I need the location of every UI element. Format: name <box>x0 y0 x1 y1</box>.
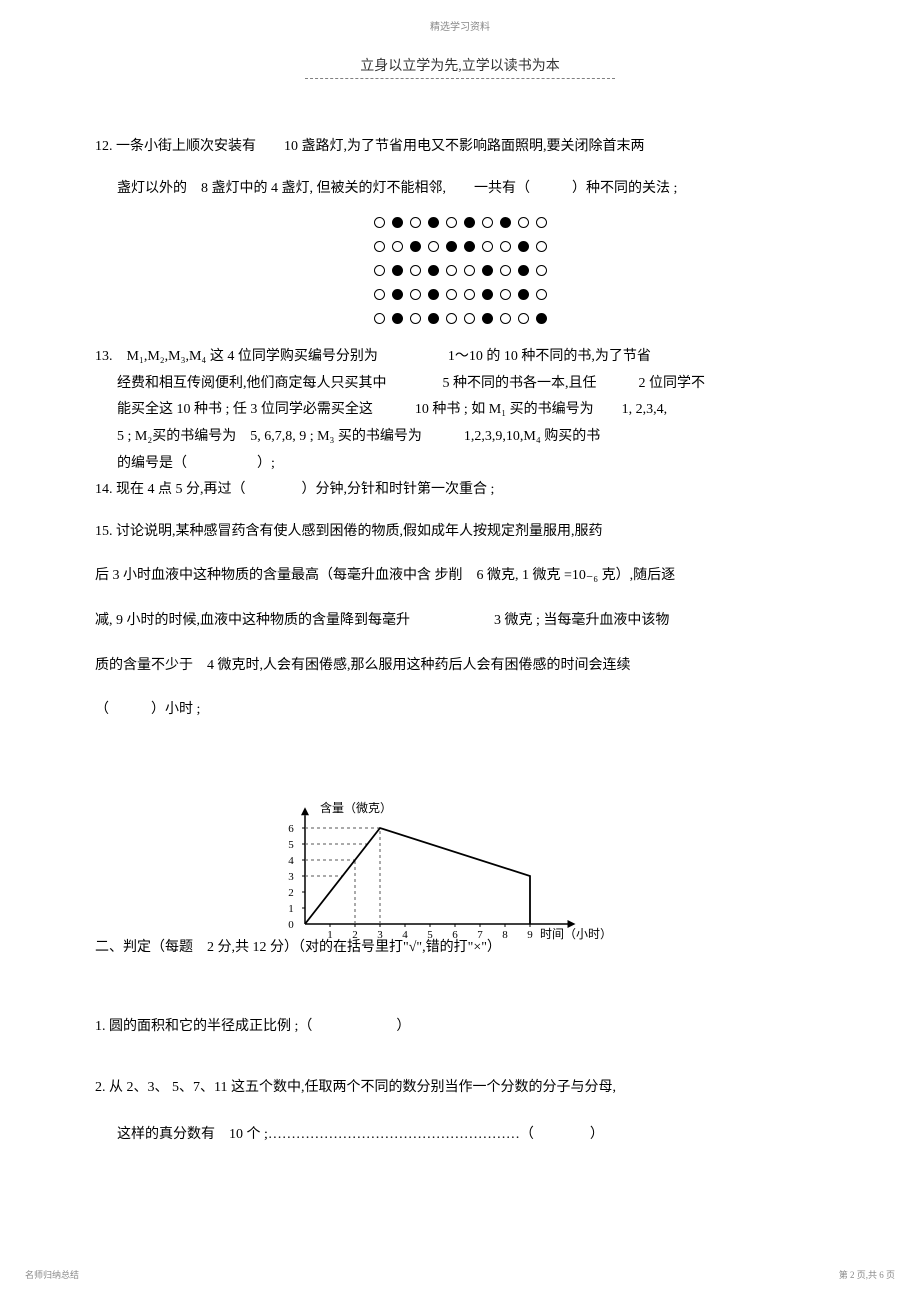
svg-text:1: 1 <box>288 903 294 915</box>
judge-q2-line1: 2. 从 2、3、 5、7、11 这五个数中,任取两个不同的数分别当作一个分数的… <box>95 1075 825 1102</box>
light-on-icon <box>482 289 493 300</box>
lights-row <box>374 313 547 324</box>
lights-row <box>374 217 547 228</box>
light-on-icon <box>500 217 511 228</box>
light-off-icon <box>392 241 403 252</box>
q15-line3: 减, 9 小时的时候,血液中这种物质的含量降到每毫升 3 微克 ; 当每毫升血液… <box>95 608 825 635</box>
light-off-icon <box>446 265 457 276</box>
light-off-icon <box>464 313 475 324</box>
light-off-icon <box>464 289 475 300</box>
header-main-text: 立身以立学为先,立学以读书为本 <box>0 55 920 78</box>
light-on-icon <box>428 289 439 300</box>
light-on-icon <box>536 313 547 324</box>
q13-line3: 能买全这 10 种书 ; 任 3 位同学必需买全这 10 种书 ; 如 M₁ 买… <box>95 397 825 424</box>
light-on-icon <box>392 289 403 300</box>
q13-line4: 5 ; M₂买的书编号为 5, 6,7,8, 9 ; M₃ 买的书编号为 1,2… <box>95 424 825 451</box>
light-off-icon <box>464 265 475 276</box>
lights-diagram <box>95 217 825 324</box>
footer-right-text: 第 2 页,共 6 页 <box>839 1268 895 1281</box>
svg-text:4: 4 <box>288 855 294 867</box>
light-on-icon <box>392 217 403 228</box>
light-on-icon <box>446 241 457 252</box>
q15-line5: （ ）小时 ; <box>95 697 825 724</box>
q13-line1: 13. M₁,M₂,M₃,M₄ 这 4 位同学购买编号分别为 1～10 的 10… <box>95 344 825 371</box>
svg-text:时间（小时）: 时间（小时） <box>540 927 605 941</box>
q13-line5: 的编号是（ ）; <box>95 451 825 478</box>
light-off-icon <box>500 289 511 300</box>
light-off-icon <box>410 217 421 228</box>
light-on-icon <box>392 265 403 276</box>
light-on-icon <box>518 265 529 276</box>
light-on-icon <box>428 265 439 276</box>
light-off-icon <box>446 217 457 228</box>
light-off-icon <box>482 217 493 228</box>
light-off-icon <box>410 313 421 324</box>
header-small-text: 精选学习资料 <box>0 0 920 33</box>
light-on-icon <box>518 241 529 252</box>
q15-block: 15. 讨论说明,某种感冒药含有使人感到困倦的物质,假如成年人按规定剂量服用,服… <box>95 519 825 724</box>
light-off-icon <box>536 241 547 252</box>
q15-line1: 15. 讨论说明,某种感冒药含有使人感到困倦的物质,假如成年人按规定剂量服用,服… <box>95 519 825 546</box>
q15-line2: 后 3 小时血液中这种物质的含量最高（每毫升血液中含 步削 6 微克, 1 微克… <box>95 563 825 590</box>
light-on-icon <box>482 265 493 276</box>
light-off-icon <box>500 241 511 252</box>
light-on-icon <box>410 241 421 252</box>
svg-text:8: 8 <box>502 929 508 941</box>
light-off-icon <box>518 217 529 228</box>
light-off-icon <box>428 241 439 252</box>
light-off-icon <box>410 289 421 300</box>
light-off-icon <box>500 313 511 324</box>
light-off-icon <box>518 313 529 324</box>
judge-q2-line2: 这样的真分数有 10 个 ;………………………………………………（ ） <box>95 1122 825 1149</box>
light-on-icon <box>428 313 439 324</box>
document-content: 12. 一条小街上顺次安装有 10 盏路灯,为了节省用电又不影响路面照明,要关闭… <box>0 79 920 1149</box>
svg-text:3: 3 <box>288 871 294 883</box>
lights-row <box>374 265 547 276</box>
judge-section-header: 二、判定（每题 2 分,共 12 分）（对的在括号里打"√",错的打"×"） <box>95 935 501 962</box>
svg-text:5: 5 <box>288 839 294 851</box>
light-off-icon <box>374 313 385 324</box>
light-on-icon <box>518 289 529 300</box>
light-on-icon <box>392 313 403 324</box>
judge-q1: 1. 圆的面积和它的半径成正比例 ;（ ） <box>95 1014 825 1041</box>
light-off-icon <box>500 265 511 276</box>
light-off-icon <box>446 289 457 300</box>
q15-line4: 质的含量不少于 4 微克时,人会有困倦感,那么服用这种药后人会有困倦感的时间会连… <box>95 653 825 680</box>
light-off-icon <box>374 241 385 252</box>
svg-text:9: 9 <box>527 929 533 941</box>
q13-line2: 经费和相互传阅便利,他们商定每人只买其中 5 种不同的书各一本,且任 2 位同学… <box>95 371 825 398</box>
light-off-icon <box>374 217 385 228</box>
lights-row <box>374 289 547 300</box>
q12-line1: 12. 一条小街上顺次安装有 10 盏路灯,为了节省用电又不影响路面照明,要关闭… <box>95 134 825 161</box>
svg-text:2: 2 <box>288 887 294 899</box>
light-on-icon <box>464 217 475 228</box>
light-off-icon <box>536 265 547 276</box>
q12-line2: 盏灯以外的 8 盏灯中的 4 盏灯, 但被关的灯不能相邻, 一共有（ ）种不同的… <box>95 176 825 203</box>
light-off-icon <box>374 289 385 300</box>
concentration-chart: 1234560123456789含量（微克）时间（小时） <box>265 749 605 959</box>
light-off-icon <box>482 241 493 252</box>
light-on-icon <box>464 241 475 252</box>
light-on-icon <box>482 313 493 324</box>
light-off-icon <box>536 289 547 300</box>
lights-row <box>374 241 547 252</box>
light-off-icon <box>374 265 385 276</box>
light-on-icon <box>428 217 439 228</box>
svg-text:0: 0 <box>288 919 294 931</box>
q14-text: 14. 现在 4 点 5 分,再过（ ）分钟,分针和时针第一次重合 ; <box>95 477 825 504</box>
svg-text:含量（微克）: 含量（微克） <box>320 800 392 815</box>
svg-text:6: 6 <box>288 823 294 835</box>
light-off-icon <box>536 217 547 228</box>
light-off-icon <box>446 313 457 324</box>
chart-section: 1234560123456789含量（微克）时间（小时） 二、判定（每题 2 分… <box>95 749 825 979</box>
footer-left-text: 名师归纳总结 <box>25 1268 79 1281</box>
light-off-icon <box>410 265 421 276</box>
